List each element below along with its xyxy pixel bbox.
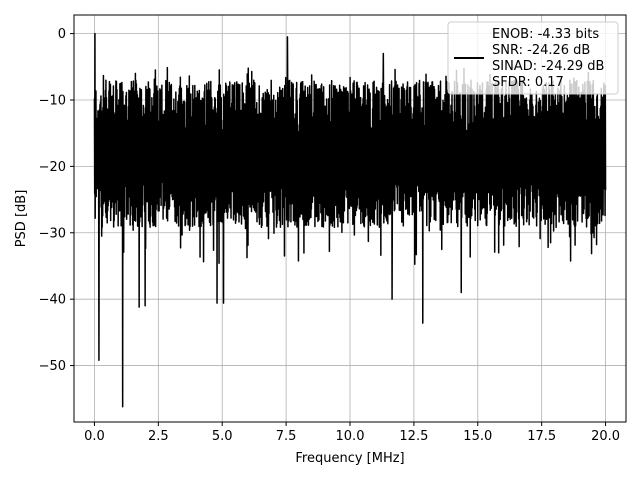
- plot-area: [93, 32, 607, 408]
- y-tick-label: 0: [58, 27, 66, 42]
- x-tick-label: 5.0: [212, 429, 233, 444]
- x-tick-label: 20.0: [591, 429, 620, 444]
- psd-series-line: [93, 32, 607, 408]
- y-axis-label: PSD [dB]: [14, 190, 29, 248]
- y-tick-label: −50: [39, 359, 66, 374]
- x-tick-label: 10.0: [336, 429, 365, 444]
- x-tick-label: 15.0: [463, 429, 492, 444]
- x-tick-label: 2.5: [148, 429, 169, 444]
- y-tick-label: −10: [39, 93, 66, 108]
- legend: ENOB: -4.33 bits SNR: -24.26 dB SINAD: -…: [447, 21, 619, 95]
- y-axis-ticks: 0 −10 −20 −30 −40 −50: [39, 27, 74, 374]
- y-tick-label: −30: [39, 226, 66, 241]
- legend-entry-enob: ENOB: -4.33 bits: [492, 27, 599, 42]
- x-tick-label: 0.0: [84, 429, 105, 444]
- y-tick-label: −40: [39, 293, 66, 308]
- legend-entry-snr: SNR: -24.26 dB: [492, 43, 590, 58]
- x-tick-label: 12.5: [399, 429, 428, 444]
- x-tick-label: 7.5: [276, 429, 297, 444]
- x-axis-ticks: 0.0 2.5 5.0 7.5 10.0 12.5 15.0 17.5 20.0: [84, 422, 620, 444]
- x-axis-label: Frequency [MHz]: [295, 451, 404, 466]
- legend-entry-sfdr: SFDR: 0.17: [492, 75, 564, 90]
- legend-box: [447, 21, 619, 95]
- legend-entry-sinad: SINAD: -24.29 dB: [492, 59, 604, 74]
- y-tick-label: −20: [39, 160, 66, 175]
- x-tick-label: 17.5: [527, 429, 556, 444]
